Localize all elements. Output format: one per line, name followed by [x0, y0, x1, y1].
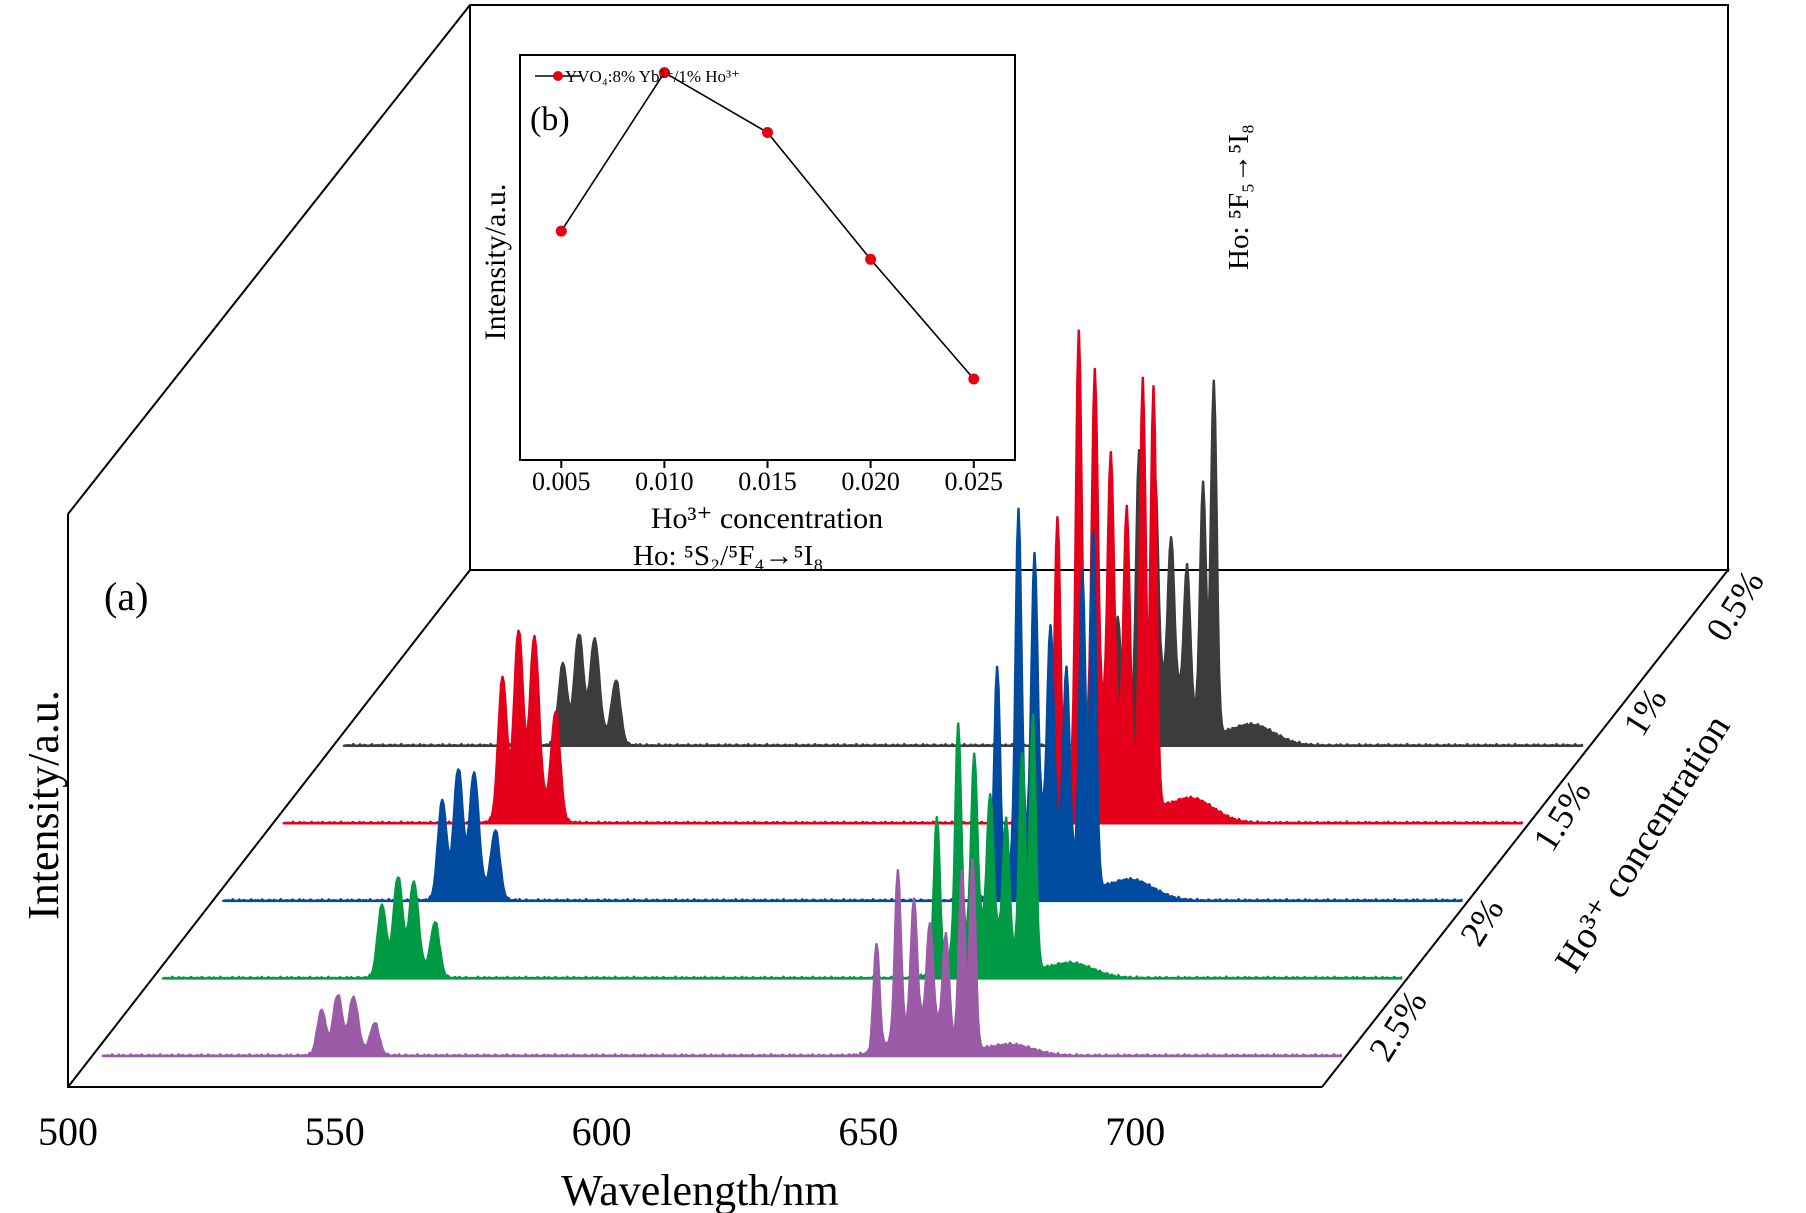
x-tick-label: 550 — [305, 1109, 365, 1154]
panel-b-label: (b) — [530, 101, 570, 138]
inset-legend-label: YVO₄:8% Yb³⁺/1% Ho³⁺ — [565, 67, 740, 86]
spectrum-1.5pct — [222, 507, 1463, 903]
spectrum-2pct — [161, 713, 1403, 980]
panel-a-label: (a) — [104, 574, 148, 619]
red-band-annotation: Ho: ⁵F₅→⁵I₈ — [1223, 124, 1255, 270]
inset-point — [762, 127, 773, 138]
inset-plot: 0.005 0.010 0.015 0.020 0.025 — [532, 67, 1003, 496]
x-tick-label: 650 — [838, 1109, 898, 1154]
z-tick-label: 0.5% — [1698, 563, 1772, 648]
inset-point — [555, 225, 567, 237]
spectrum-2.5pct — [101, 858, 1343, 1058]
inset-x-tick-label: 0.005 — [532, 467, 591, 496]
x-tick-label: 600 — [572, 1109, 632, 1154]
spectrum-1pct — [282, 329, 1523, 825]
x-tick-label: 700 — [1105, 1109, 1165, 1154]
inset-x-tick-label: 0.015 — [738, 467, 797, 496]
inset-x-tick-label: 0.010 — [635, 467, 694, 496]
inset-series-line — [560, 71, 975, 380]
inset-x-label: Ho³⁺ concentration — [651, 502, 883, 535]
x-axis-label: Wavelength/nm — [561, 1166, 839, 1213]
inset-plot-frame — [519, 54, 1016, 461]
inset-point — [658, 67, 670, 79]
x-tick-label: 500 — [38, 1109, 98, 1154]
z-tick-label: 1% — [1615, 681, 1674, 743]
y-axis-label: Intensity/a.u. — [19, 690, 68, 920]
z-axis-label: Ho³⁺ concentration — [1547, 708, 1739, 980]
spectrum-0.5pct — [342, 379, 1584, 748]
inset-x-tick-label: 0.020 — [841, 467, 900, 496]
inset-y-label: Intensity/a.u. — [479, 184, 512, 341]
frame-3d — [67, 4, 1731, 1088]
spectra-traces — [101, 329, 1584, 1058]
inset-point — [968, 373, 980, 385]
inset-legend-marker — [553, 71, 563, 81]
green-band-annotation: Ho: ⁵S₂/⁵F₄→⁵I₈ — [633, 540, 823, 572]
inset-x-tick-label: 0.025 — [945, 467, 1004, 496]
z-tick-label: 2.5% — [1361, 983, 1435, 1068]
inset-point — [865, 253, 877, 265]
